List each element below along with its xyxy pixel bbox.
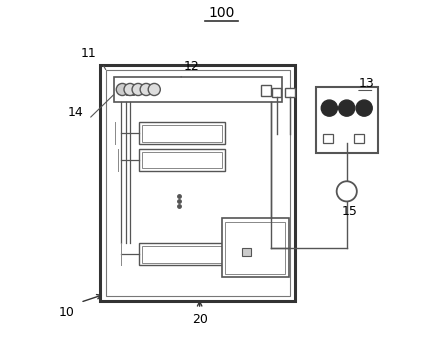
Text: Ω: Ω [343, 187, 350, 196]
Text: 14: 14 [67, 106, 83, 119]
Text: 12: 12 [183, 60, 199, 74]
Bar [126, 84, 134, 95]
Text: 20: 20 [192, 313, 208, 326]
Bar [323, 135, 333, 143]
Circle shape [321, 100, 338, 116]
Bar [142, 246, 222, 263]
Circle shape [132, 83, 144, 96]
Bar [139, 122, 225, 144]
Circle shape [140, 83, 152, 96]
Text: 11: 11 [81, 47, 97, 60]
Bar [105, 70, 291, 296]
Text: 15: 15 [341, 205, 357, 218]
Circle shape [148, 83, 160, 96]
Text: 10: 10 [59, 306, 75, 319]
Bar [101, 65, 295, 301]
Circle shape [124, 83, 136, 96]
Bar [261, 85, 271, 96]
Bar [139, 149, 225, 171]
Text: 13: 13 [358, 77, 374, 90]
Bar [222, 218, 289, 277]
Bar [242, 248, 251, 257]
Bar [142, 152, 222, 168]
Bar [354, 135, 364, 143]
Bar [316, 87, 378, 153]
Bar [225, 222, 285, 274]
Text: 100: 100 [208, 6, 235, 20]
Bar [142, 125, 222, 142]
Bar [114, 77, 282, 102]
Circle shape [116, 83, 128, 96]
Bar [139, 243, 225, 265]
Circle shape [337, 181, 357, 201]
Bar [285, 88, 295, 97]
Circle shape [356, 100, 372, 116]
Circle shape [338, 100, 355, 116]
Bar [272, 88, 281, 97]
